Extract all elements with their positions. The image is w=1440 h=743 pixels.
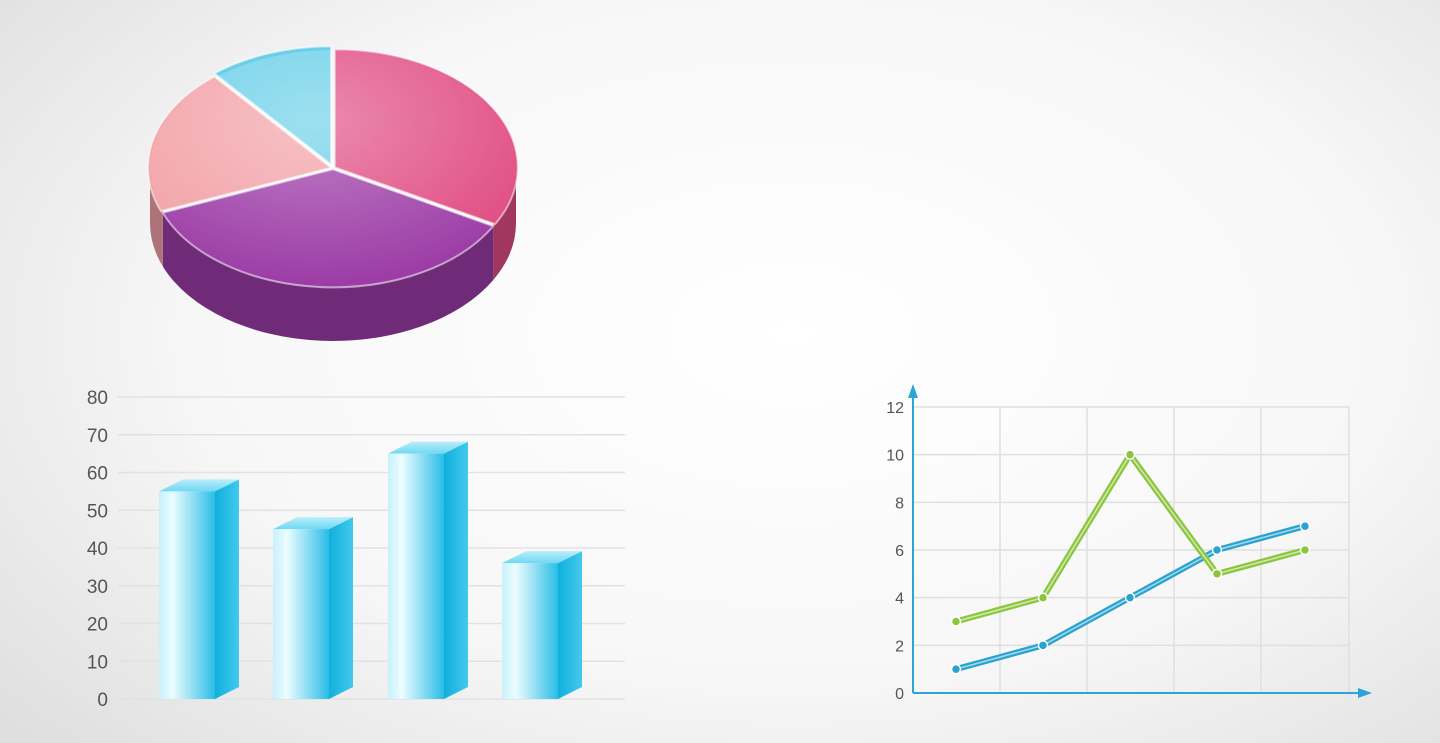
bar-side (558, 551, 582, 699)
bar-y-tick-label: 40 (87, 539, 108, 560)
bar-y-tick-label: 50 (87, 501, 108, 522)
bar-side (215, 479, 239, 699)
line-point (1037, 592, 1049, 603)
bar-1 (273, 517, 353, 699)
bar-y-tick-label: 30 (87, 577, 108, 598)
bar-top (502, 551, 582, 564)
line-point (1299, 544, 1311, 556)
line-y-tick-label: 8 (895, 495, 904, 512)
bar-side (329, 517, 353, 699)
line-y-tick-label: 2 (895, 638, 904, 655)
line-point (1211, 568, 1223, 580)
pie-slice-side-0 (493, 168, 516, 280)
bar-y-tick-label: 70 (87, 426, 108, 447)
line-point (1211, 544, 1223, 556)
line-point (950, 616, 962, 627)
line-series-0 (950, 520, 1311, 675)
bar-y-tick-label: 60 (87, 464, 108, 485)
line-y-tick-label: 12 (886, 400, 904, 417)
line-y-tick-label: 10 (886, 448, 904, 465)
line-point (1124, 449, 1136, 460)
line-point (1037, 640, 1049, 651)
pie-highlight (150, 50, 516, 286)
bar-front (273, 529, 329, 699)
bar-chart: 0 10 20 30 40 50 60 70 80 (87, 388, 625, 711)
line-y-tick-label: 6 (895, 543, 904, 560)
line-y-axis-arrow (908, 384, 918, 398)
line-series-1 (950, 449, 1311, 627)
bar-front (502, 563, 558, 699)
bar-2 (388, 441, 468, 699)
line-y-tick-label: 0 (895, 686, 904, 703)
bar-top (159, 479, 239, 492)
line-point (1299, 520, 1311, 532)
bar-y-tick-label: 0 (97, 690, 108, 711)
bar-y-tick-label: 80 (87, 388, 108, 409)
line-point (950, 663, 962, 675)
bar-front (388, 453, 444, 699)
pie-slice-side-1 (162, 211, 494, 342)
bar-side (444, 441, 468, 699)
bar-top (273, 517, 353, 530)
line-point (1124, 592, 1136, 603)
bar-y-tick-label: 20 (87, 615, 108, 636)
line-y-tick-label: 4 (895, 591, 904, 608)
line-x-axis-arrow (1358, 688, 1372, 698)
pie-chart (147, 45, 519, 342)
bar-front (159, 491, 215, 699)
bar-top (388, 441, 468, 454)
line-chart: 0 2 4 6 8 10 12 (886, 384, 1372, 703)
bar-0 (159, 479, 239, 699)
bar-3 (502, 551, 582, 699)
bar-y-tick-label: 10 (87, 652, 108, 673)
